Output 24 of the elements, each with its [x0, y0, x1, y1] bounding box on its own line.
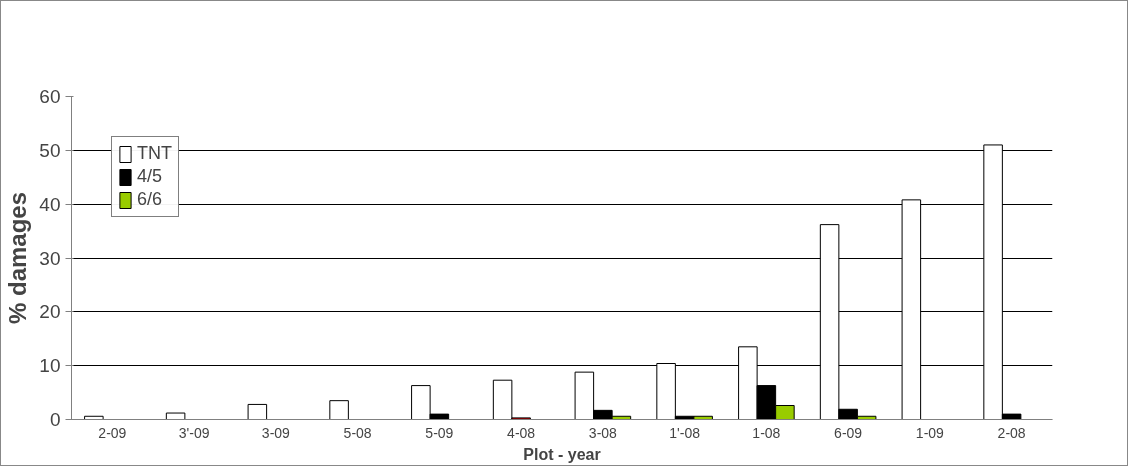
y-tick-label: 60	[39, 86, 61, 107]
x-tick-label: 6-09	[834, 424, 863, 441]
x-tick-label: 3-08	[588, 424, 618, 441]
x-tick-label: 1-09	[915, 424, 945, 441]
x-tick-label: 2-09	[98, 424, 127, 441]
x-tick-label: 2-08	[997, 424, 1026, 441]
x-tick-label: 3-09	[261, 424, 291, 441]
y-tick-label: 0	[49, 409, 61, 430]
x-tick-label: 5-09	[425, 424, 454, 441]
y-tick-label: 10	[39, 355, 61, 377]
x-axis-title: Plot - year	[523, 445, 601, 463]
legend-label: TNT	[137, 143, 172, 164]
x-tick-label: 5-08	[343, 424, 372, 441]
y-tick-label: 20	[39, 301, 61, 323]
legend-label: 6/6	[137, 189, 163, 210]
x-tick-label: 1'-08	[669, 424, 701, 441]
y-tick-label: 30	[39, 247, 61, 269]
legend-label: 4/5	[137, 166, 163, 187]
x-tick-label: 1-08	[752, 424, 781, 441]
x-tick-label: 4-08	[507, 424, 536, 441]
y-tick-label: 40	[39, 193, 61, 215]
x-tick-label: 3'-09	[178, 424, 210, 441]
y-axis-title: % damages	[4, 191, 32, 325]
y-tick-label: 50	[39, 139, 61, 161]
